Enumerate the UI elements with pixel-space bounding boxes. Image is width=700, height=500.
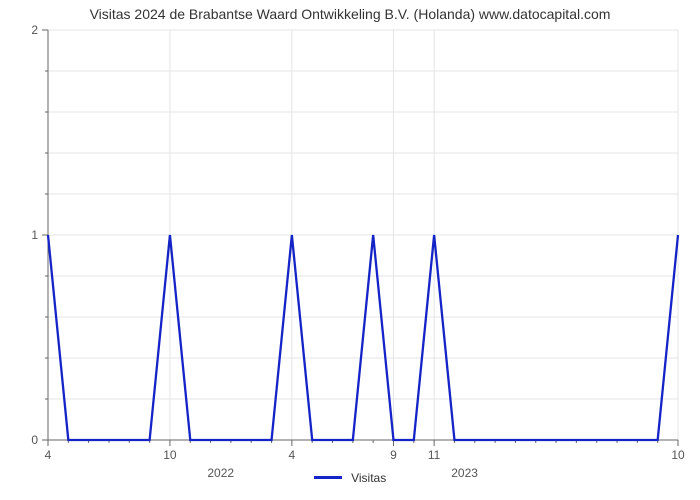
legend-label: Visitas <box>351 471 386 485</box>
x-year-label: 2022 <box>207 466 234 480</box>
y-tick-label: 0 <box>31 433 38 447</box>
chart-title: Visitas 2024 de Brabantse Waard Ontwikke… <box>0 6 700 22</box>
y-tick-label: 1 <box>31 228 38 242</box>
x-tick-label: 11 <box>428 448 440 462</box>
legend: Visitas <box>0 470 700 485</box>
series-line <box>48 235 678 440</box>
plot-area <box>48 30 678 440</box>
legend-swatch <box>314 476 342 479</box>
line-chart: Visitas 2024 de Brabantse Waard Ontwikke… <box>0 0 700 500</box>
y-tick-label: 2 <box>31 23 38 37</box>
x-tick-label: 9 <box>390 448 397 462</box>
x-tick-label: 4 <box>289 448 296 462</box>
x-tick-label: 10 <box>671 448 684 462</box>
x-tick-label: 10 <box>163 448 176 462</box>
x-tick-label: 4 <box>45 448 52 462</box>
x-year-label: 2023 <box>451 466 478 480</box>
